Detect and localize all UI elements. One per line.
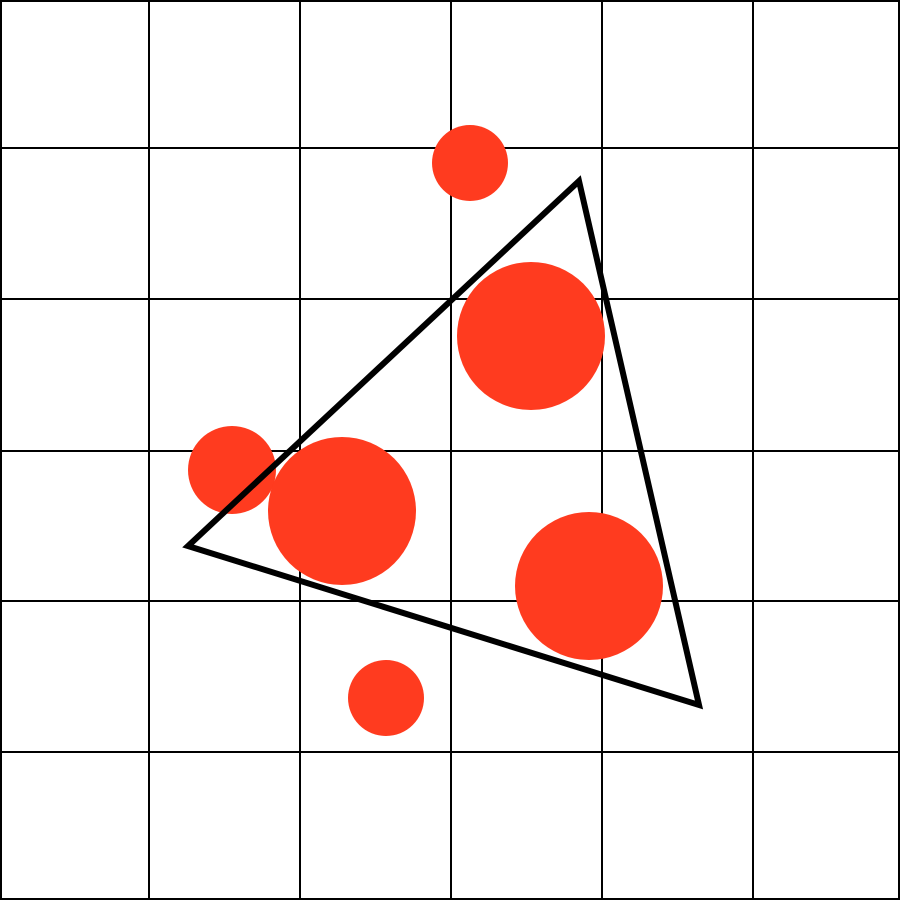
- dot-large-right: [515, 512, 663, 660]
- triangle: [182, 175, 704, 710]
- dot-medium-left: [188, 426, 276, 514]
- dots: [188, 125, 663, 736]
- dot-small-bottom: [348, 660, 424, 736]
- dot-large-upper: [457, 262, 605, 410]
- dot-small-top: [432, 125, 508, 201]
- dot-large-middle: [268, 437, 416, 585]
